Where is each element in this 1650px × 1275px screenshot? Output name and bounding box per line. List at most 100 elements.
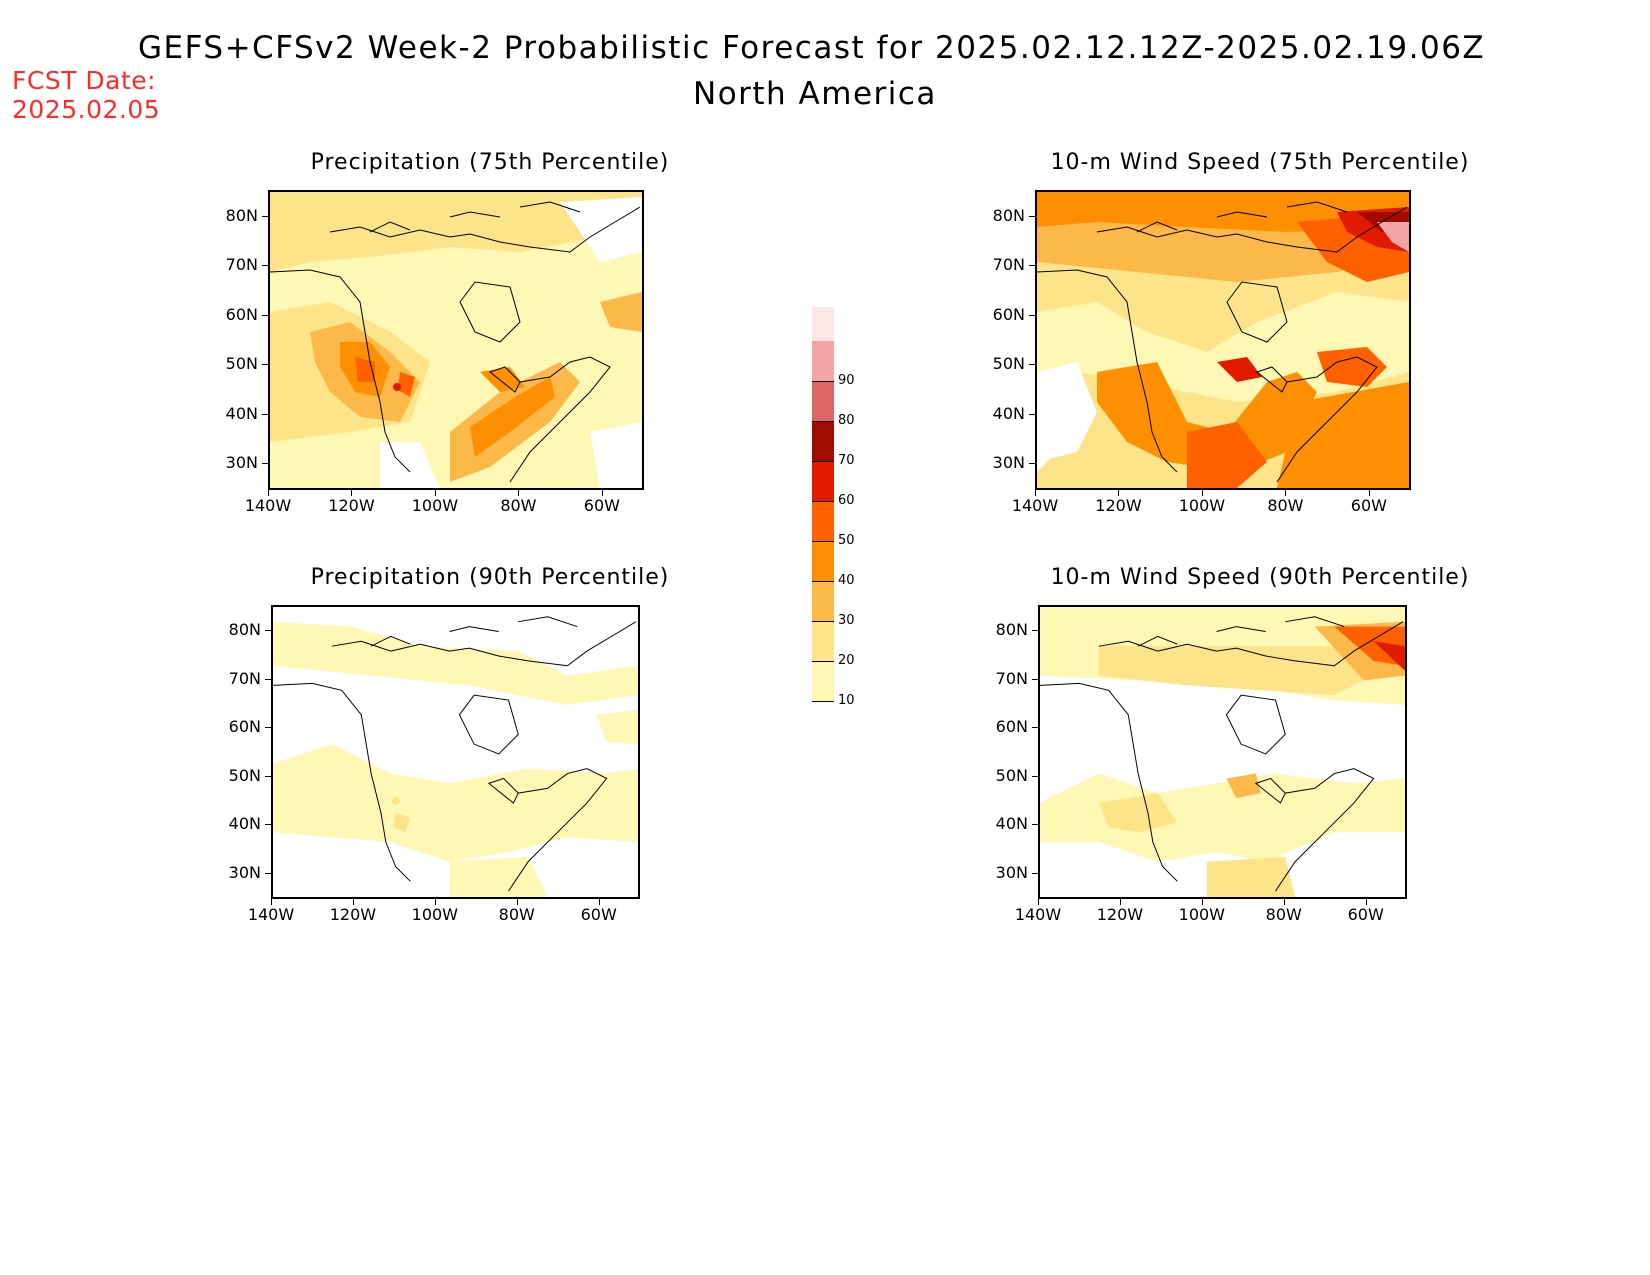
colorbar-label: 40 [838,573,855,588]
colorbar-tick [812,501,834,502]
lat-tick [1032,727,1038,728]
panel-wind-75: 10-m Wind Speed (75th Percentile) [980,150,1540,570]
lat-label: 50N [225,354,258,373]
lat-tick [265,775,271,777]
lat-tick [1032,824,1038,826]
colorbar-tick [812,381,834,382]
panel-title: Precipitation (90th Percentile) [310,565,670,590]
lat-label: 40N [992,403,1025,423]
colorbar-segment [812,307,834,341]
lon-tick [351,490,353,496]
lat-label: 30N [995,862,1028,882]
panel-wind-90: 10-m Wind Speed (90th Percentile) 80N 70N… [980,565,1540,985]
map-wind-75 [1035,190,1411,490]
lon-label: 120W [329,905,377,924]
lon-tick [601,490,603,496]
lat-tick [265,824,271,826]
map-precip-75 [268,190,644,490]
lat-tick [262,364,268,365]
lon-label: 100W [1178,496,1226,515]
lat-tick [1032,629,1038,631]
lat-tick [262,463,268,464]
lon-tick [434,899,436,905]
lat-label: 80N [995,619,1028,639]
lat-tick [1032,872,1038,874]
colorbar-segment [812,461,834,501]
lon-tick [1119,899,1121,905]
lat-tick [262,314,268,316]
lon-tick [516,899,518,905]
colorbar: 10 20 30 40 50 60 70 80 90 [806,307,886,738]
panel-precip-90: Precipitation (90th Percentile) 80N 70N 60… [210,565,770,985]
lon-label: 120W [1095,496,1142,515]
lat-label: 60N [992,304,1025,324]
lat-tick [1029,314,1035,316]
map-wind-90 [1038,605,1407,899]
lon-tick [1365,899,1367,905]
lat-tick [262,413,268,415]
lat-label: 60N [995,717,1028,736]
lat-label: 70N [228,668,261,688]
colorbar-label: 30 [838,613,855,628]
colorbar-segment [812,621,834,661]
colorbar-label: 50 [838,533,855,548]
lat-label: 60N [228,717,261,736]
lat-label: 30N [228,862,261,882]
lon-tick [268,490,269,496]
fcst-date-label: FCST Date: [12,66,157,95]
lon-label: 140W [244,496,292,515]
panel-title: 10-m Wind Speed (90th Percentile) [1050,565,1470,590]
colorbar-tick [812,621,834,622]
lat-tick [1029,265,1035,266]
lat-label: 40N [228,814,261,834]
lon-label: 80W [498,905,535,924]
lon-tick [518,490,520,496]
lon-tick [434,490,436,496]
colorbar-tick [812,581,834,582]
fcst-date-value: 2025.02.05 [12,95,161,124]
lon-label: 80W [1265,905,1302,924]
lon-label: 80W [500,496,537,515]
lon-tick [1283,899,1285,905]
lat-tick [1032,775,1038,777]
colorbar-segment [812,581,834,621]
lat-tick [262,215,268,217]
lat-label: 60N [225,304,258,324]
lon-label: 60W [583,496,620,515]
lon-tick [1201,490,1203,496]
lon-label: 120W [328,496,375,515]
chart-title: GEFS+CFSv2 Week-2 Probabilistic Forecast… [138,30,1486,66]
colorbar-segment [812,381,834,421]
forecast-date-block: FCST Date: 2025.02.05 [12,66,160,124]
lon-label: 60W [1350,496,1387,515]
lat-label: 70N [995,668,1028,688]
map-precip-90 [271,605,640,899]
panel-title: 10-m Wind Speed (75th Percentile) [1050,150,1470,175]
lon-tick [1368,490,1370,496]
lat-tick [1029,413,1035,415]
lat-tick [262,265,268,266]
lon-label: 60W [1347,905,1384,924]
colorbar-segment [812,541,834,581]
lon-tick [1285,490,1287,496]
lat-tick [1029,364,1035,365]
lat-tick [265,872,271,874]
lon-label: 140W [247,905,295,924]
lat-tick [265,678,271,680]
lon-label: 100W [411,905,458,924]
colorbar-label: 90 [838,373,855,388]
lon-label: 60W [580,905,617,924]
lat-label: 40N [995,814,1028,834]
lat-label: 30N [992,453,1025,472]
colorbar-tick [812,541,834,542]
lat-label: 30N [225,453,258,472]
lon-tick [1201,899,1203,905]
lat-label: 70N [992,255,1025,274]
lat-label: 80N [992,205,1025,225]
lat-label: 70N [225,255,258,274]
colorbar-segment [812,341,834,381]
lon-tick [1038,899,1039,905]
lon-label: 80W [1267,496,1304,515]
colorbar-label: 60 [838,493,855,508]
colorbar-label: 20 [838,653,855,668]
